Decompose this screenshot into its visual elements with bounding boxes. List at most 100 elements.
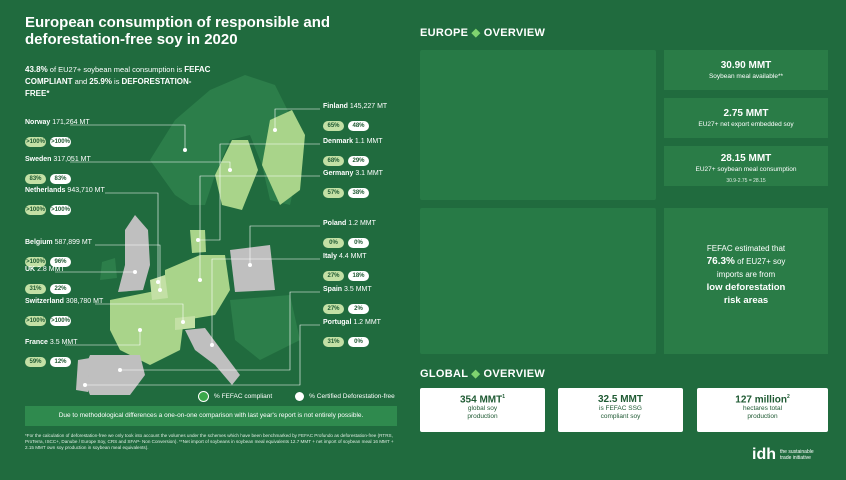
- card-value: 127 million2: [697, 394, 828, 405]
- fefac-badge: >100%: [25, 316, 46, 326]
- connector: [198, 143, 320, 241]
- map-dot: [156, 280, 160, 284]
- country-volume: 3.1 MMT: [355, 170, 383, 177]
- france: [110, 290, 185, 365]
- badges: 31% 22%: [25, 277, 75, 295]
- fefac-badge: >100%: [25, 137, 46, 147]
- fefac-text: FEFAC estimated that: [706, 244, 786, 253]
- icon: ◆: [471, 368, 481, 380]
- logo-line: trade initiative: [780, 455, 811, 461]
- intro-stat: 25.9%: [89, 77, 112, 86]
- origins-panel: [420, 50, 656, 200]
- map-dot: [138, 328, 142, 332]
- country-label: France 3.5 MMT: [25, 339, 78, 346]
- badges: 0% 0%: [323, 231, 376, 249]
- connector: [199, 175, 320, 280]
- benelux: [150, 275, 168, 300]
- country: Switzerland 308,780 MT >100% >100%: [25, 298, 103, 327]
- card-value-text: 32.5 MMT: [597, 394, 643, 405]
- country-volume: 145,227 MT: [349, 103, 388, 110]
- certified-badge: >100%: [50, 137, 71, 147]
- connector: [95, 303, 184, 322]
- connector: [274, 108, 320, 130]
- country: Spain 3.5 MMT 27% 2%: [323, 286, 373, 315]
- badges: 68% 29%: [323, 149, 383, 167]
- certified-badge: 0%: [348, 238, 369, 248]
- fefac-text: risk areas: [723, 295, 769, 306]
- country-volume: 308,780 MT: [65, 298, 104, 305]
- connector: [85, 324, 320, 386]
- certified-badge: 48%: [348, 121, 369, 131]
- stat-text: EU27+ net export embedded soy: [698, 121, 794, 128]
- fefac-badge: 83%: [25, 174, 46, 184]
- country: France 3.5 MMT 59% 12%: [25, 339, 78, 368]
- fefac-badge: 68%: [323, 156, 344, 166]
- country-label: Germany 3.1 MMT: [323, 170, 383, 177]
- legend-swatch: [198, 391, 209, 402]
- card-text: global soy: [467, 405, 498, 413]
- certified-badge: 96%: [50, 257, 71, 267]
- country-label: Portugal 1.2 MMT: [323, 319, 381, 326]
- badges: 27% 18%: [323, 264, 373, 282]
- portugal: [76, 358, 90, 392]
- badges: 65% 48%: [323, 114, 387, 132]
- section-heading: GLOBAL ◆ OVERVIEW: [420, 367, 545, 380]
- section-heading: EUROPE ◆ OVERVIEW: [420, 26, 545, 39]
- badges: >100% 96%: [25, 250, 92, 268]
- map-dot: [196, 238, 200, 242]
- card-sup: 1: [502, 394, 505, 400]
- country: Netherlands 943,710 MT >100% >100%: [25, 187, 105, 216]
- badges: 57% 38%: [323, 181, 383, 199]
- fefac-text: low deforestation: [706, 282, 786, 293]
- connector: [70, 124, 186, 150]
- stat-text: Soybean meal available**: [708, 73, 784, 80]
- trade-panel: [420, 208, 656, 354]
- intro-stat: FEFAC COMPLIANT: [25, 65, 211, 86]
- country: Finland 145,227 MT 65% 48%: [323, 103, 387, 132]
- map-dot: [181, 320, 185, 324]
- map-dot: [158, 288, 162, 292]
- country-label: Sweden 317,051 MT: [25, 156, 91, 163]
- badges: >100% >100%: [25, 309, 103, 327]
- legend: % FEFAC compliant % Certified Deforestat…: [198, 391, 395, 402]
- logo-text: the sustainable trade initiative: [780, 449, 814, 461]
- card-text: production: [467, 413, 498, 421]
- stat-box: 28.15 MMT EU27+ soybean meal consumption 3…: [664, 146, 828, 186]
- map-dot: [210, 343, 214, 347]
- map-dot: [118, 368, 122, 372]
- country: Portugal 1.2 MMT 31% 0%: [323, 319, 381, 348]
- heading-word: OVERVIEW: [483, 368, 546, 380]
- country-volume: 2.8 MMT: [37, 266, 65, 273]
- country: Sweden 317,051 MT 83% 83%: [25, 156, 91, 185]
- country-volume: 943,710 MT: [67, 187, 105, 194]
- fefac-stat: 76.3%: [706, 256, 735, 267]
- fefac-text: imports are from: [716, 270, 776, 279]
- europe-map: [76, 75, 305, 395]
- country-name: Finland: [323, 103, 348, 110]
- fefac-badge: 59%: [25, 357, 46, 367]
- heading-word: GLOBAL: [420, 368, 469, 380]
- global-card: 32.5 MMT is FEFAC SSG compliant soy: [558, 388, 683, 432]
- fefac-badge: 65%: [323, 121, 344, 131]
- certified-badge: 2%: [348, 304, 369, 314]
- fefac-box: FEFAC estimated that 76.3% of EU27+ soy …: [664, 208, 828, 354]
- fefac-text: of EU27+ soy: [737, 257, 786, 266]
- country-volume: 587,899 MT: [54, 239, 92, 246]
- card-value-text: 127 million: [735, 394, 787, 406]
- country-label: Poland 1.2 MMT: [323, 220, 376, 227]
- fefac-badge: 31%: [25, 284, 46, 294]
- logo-line: the sustainable: [780, 449, 814, 455]
- fefac-badge: 0%: [323, 238, 344, 248]
- finland: [262, 110, 305, 205]
- map-dot: [273, 128, 277, 132]
- scandinavia: [150, 75, 300, 205]
- uk: [118, 215, 150, 292]
- certified-badge: >100%: [50, 205, 71, 215]
- country-label: Norway 171,264 MT: [25, 119, 90, 126]
- intro-stat: DEFORESTATION-FREE*: [25, 77, 192, 98]
- intro-stat: 43.8%: [25, 65, 48, 74]
- connector: [105, 192, 159, 282]
- country-volume: 1.2 MMT: [353, 319, 381, 326]
- certified-badge: >100%: [50, 316, 71, 326]
- country-volume: 171,264 MT: [52, 119, 90, 126]
